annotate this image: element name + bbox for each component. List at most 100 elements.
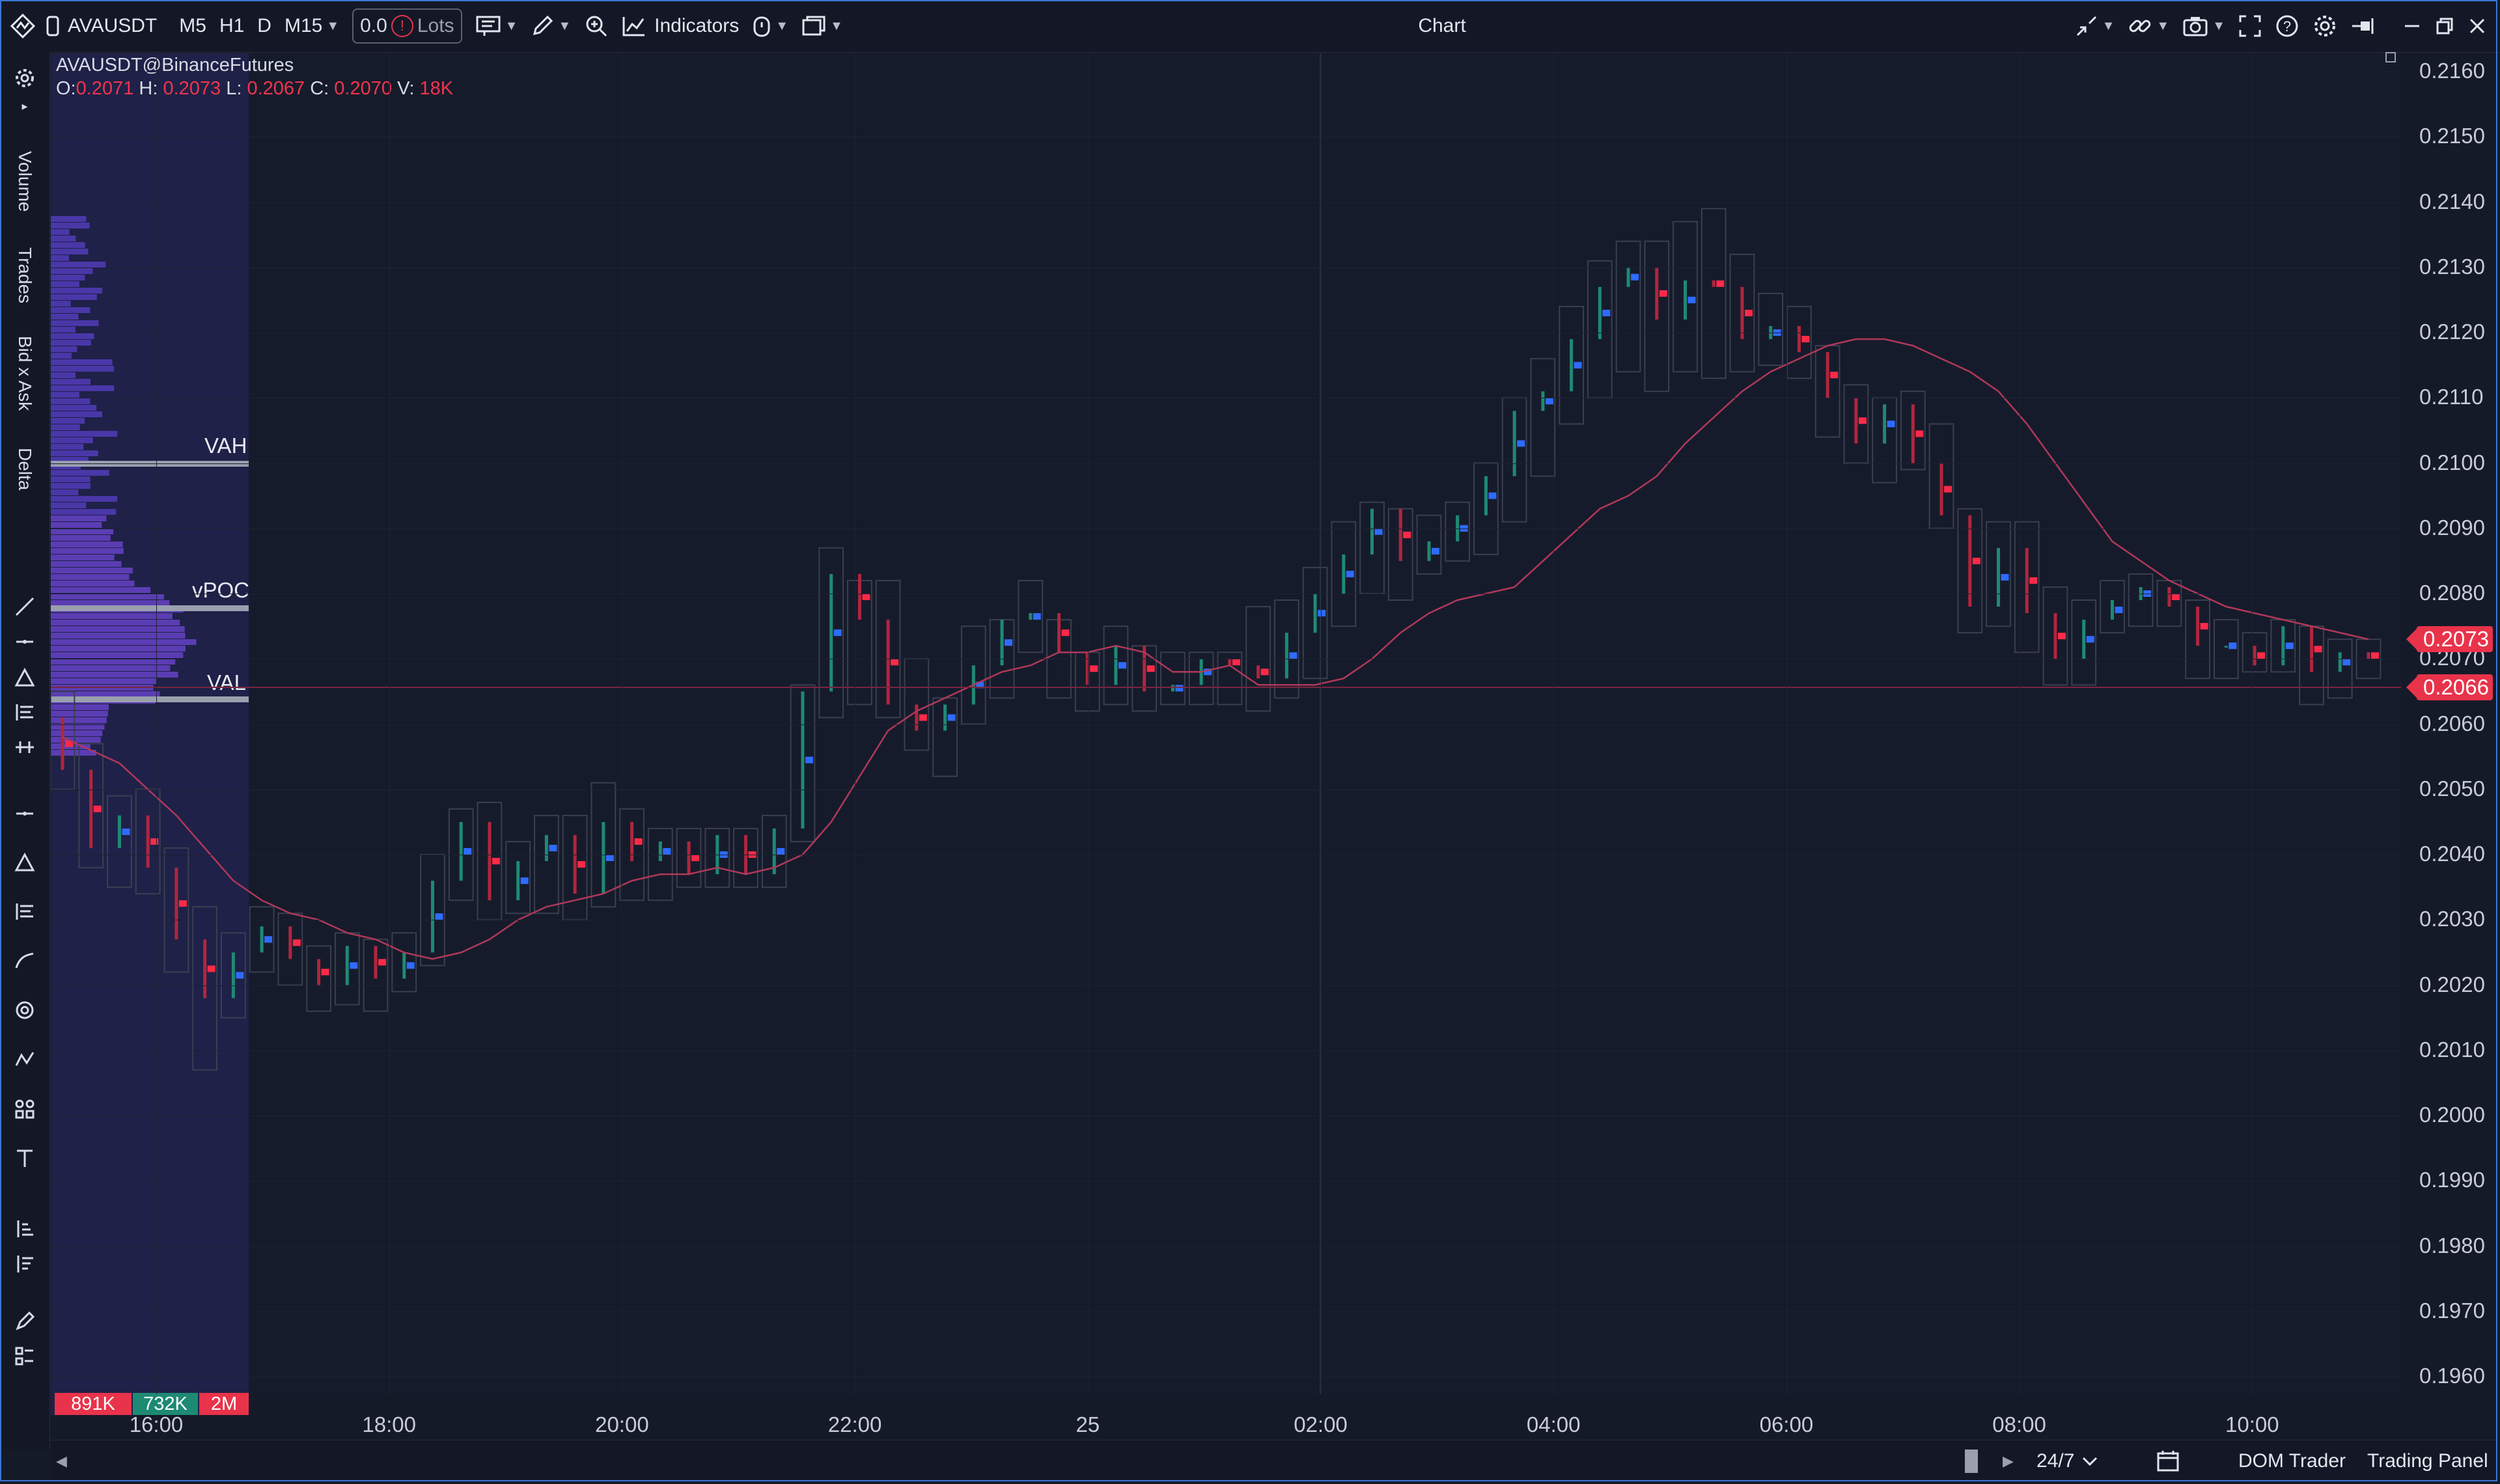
calendar-button[interactable] [2156,1440,2180,1482]
path-tool-button[interactable] [9,1045,40,1074]
scroll-thumb[interactable] [1965,1440,1978,1482]
timeframe-d[interactable]: D [257,15,271,36]
horizontal-line-button[interactable] [9,627,40,656]
minimize-button[interactable] [2402,16,2422,36]
chart-settings-button[interactable] [9,64,40,92]
fullscreen-icon [2239,15,2261,37]
tab-delta[interactable]: Delta [15,448,35,491]
timeframe-m5[interactable]: M5 [179,15,206,36]
text-icon [17,1149,33,1167]
settings-button[interactable] [2312,14,2337,38]
chart-area[interactable] [51,53,2401,1394]
candle-range-box [1729,253,1755,373]
candle [989,619,1015,699]
candle-body-up [231,952,235,998]
fib-tool-button[interactable] [9,698,40,726]
erase-drawings-button[interactable] [9,1307,40,1336]
footprint-marker [2200,623,2208,630]
candle-body-up [1285,633,1288,679]
tab-bid-x-ask[interactable]: Bid x Ask [15,336,35,411]
layout-button[interactable]: ▼ [795,0,850,52]
alarm-button[interactable]: ▼ [745,0,795,52]
sort-down-button[interactable] [9,1250,40,1278]
candle-range-box [562,814,588,921]
line-tool-button[interactable] [9,592,40,621]
timeframe-h1[interactable]: H1 [219,15,245,36]
session-label: 24/7 [2036,1450,2075,1472]
curve-tool-button[interactable] [9,946,40,975]
profile-bar [51,262,106,268]
pattern-tool-button[interactable] [9,847,40,876]
restore-button[interactable] [2435,16,2454,36]
candle [761,814,787,888]
candle [875,579,901,719]
chevron-right-icon[interactable]: ▸ [21,99,28,113]
candle-body-down [374,946,378,979]
candle [2242,632,2268,673]
footprint-marker [264,936,273,943]
trading-panel-button[interactable]: Trading Panel [2367,1450,2488,1472]
tab-trades[interactable]: Trades [15,247,35,304]
object-list-button[interactable] [9,1342,40,1371]
candle-body-down [1398,508,1402,561]
footprint-marker [833,629,842,637]
price-axis[interactable] [2385,52,2497,1415]
icons-tool-button[interactable] [9,1095,40,1123]
zoom-button[interactable] [577,0,615,52]
link-button[interactable]: ▼ [2128,14,2169,38]
symbol-selector[interactable]: AVAUSDT [42,0,163,52]
chart-type-button[interactable]: ▼ [469,0,525,52]
help-button[interactable]: ? [2275,14,2299,38]
shape-tool-button[interactable] [9,663,40,691]
candle [904,658,930,751]
sort-ascending-icon [17,1220,33,1237]
indicators-button[interactable]: Indicators [615,0,745,52]
candle [1103,625,1129,706]
footprint-marker [1431,547,1439,555]
candle-body-up [658,841,662,862]
profile-bar [51,724,105,730]
scroll-left-button[interactable]: ◀ [56,1453,67,1469]
text-tool-button[interactable] [9,1144,40,1173]
fullscreen-button[interactable] [2238,14,2262,38]
sort-up-button[interactable] [9,1215,40,1243]
timeframe-m15[interactable]: M15 ▼ [278,0,346,52]
candle [534,814,559,914]
curve-icon [15,952,34,969]
dom-trader-button[interactable]: DOM Trader [2238,1450,2346,1472]
footprint-marker [2057,633,2066,640]
pin-icon [2352,18,2374,34]
ohlcv-readout: O:0.2071 H: 0.2073 L: 0.2067 C: 0.2070 V… [56,78,453,100]
candle-body-up [2110,600,2114,620]
price-tick-label: 0.2050 [2419,776,2485,801]
profile-bar [51,411,103,417]
tab-volume[interactable]: Volume [15,151,35,212]
lots-field[interactable]: 0.0 ! Lots [352,8,462,44]
screenshot-button[interactable]: ▼ [2182,15,2225,37]
candle-body-up [2338,652,2342,672]
profile-bar [51,457,89,463]
footprint-marker [1232,659,1240,666]
candle [1758,292,1784,366]
measure-tool-button[interactable] [9,733,40,762]
profile-bar [51,522,102,528]
close-button[interactable] [2467,16,2487,36]
axis-collapse-icon[interactable] [2385,52,2396,62]
drawing-tools-button[interactable]: ▼ [524,0,577,52]
chevron-down-icon [2083,1457,2098,1466]
candle [477,801,503,921]
candle [1786,305,1812,379]
profile-bar [51,275,85,281]
spiral-tool-button[interactable] [9,996,40,1024]
grid-line-horizontal [51,202,2401,203]
levels-tool-button[interactable] [9,897,40,926]
candle-body-down [1911,404,1915,463]
scroll-right-button[interactable]: ▶ [2003,1453,2014,1469]
profile-bar [51,711,108,717]
profile-bar [51,502,87,508]
pencil-icon [533,15,553,36]
ray-tool-button[interactable] [9,799,40,828]
sync-button[interactable]: ▼ [2075,14,2115,38]
session-selector[interactable]: 24/7 [2036,1440,2099,1482]
pin-button[interactable] [2350,16,2376,36]
